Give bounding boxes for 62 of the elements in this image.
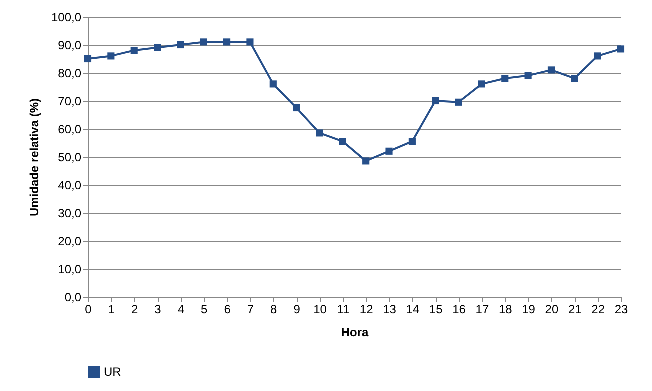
y-tick-label: 30,0 xyxy=(58,206,82,220)
y-tick-label: 50,0 xyxy=(58,150,82,164)
y-tick-label: 0,0 xyxy=(64,290,82,304)
point xyxy=(84,55,92,63)
x-tick-label: 4 xyxy=(178,302,185,316)
x-tick-label: 17 xyxy=(476,302,490,316)
x-tick-label: 3 xyxy=(154,302,162,316)
x-tick-label: 22 xyxy=(592,302,606,316)
x-axis-title: Hora xyxy=(341,326,369,340)
point xyxy=(571,75,578,82)
point xyxy=(386,148,393,155)
point xyxy=(502,75,509,82)
x-tick-label: 13 xyxy=(383,302,397,316)
x-tick-label: 23 xyxy=(614,302,628,316)
point xyxy=(316,130,324,137)
point xyxy=(455,98,462,106)
point xyxy=(594,52,602,60)
point xyxy=(408,138,416,146)
x-tick-label: 10 xyxy=(314,302,328,316)
x-tick-label: 14 xyxy=(406,302,420,316)
x-tick-label: 2 xyxy=(132,302,139,316)
point xyxy=(362,158,370,165)
x-tick-label: 15 xyxy=(429,302,444,316)
y-tick-label: 60,0 xyxy=(58,122,82,136)
y-tick-label: 10,0 xyxy=(58,262,82,276)
point xyxy=(224,38,231,46)
point xyxy=(177,41,184,49)
point xyxy=(108,52,115,60)
x-tick-label: 8 xyxy=(270,302,278,316)
point xyxy=(524,72,532,80)
x-tick-label: 7 xyxy=(247,302,254,316)
y-tick-label: 70,0 xyxy=(58,94,82,108)
x-tick-label: 16 xyxy=(452,302,466,316)
point xyxy=(339,138,346,146)
point xyxy=(432,97,440,105)
point xyxy=(130,47,138,54)
y-tick-label: 80,0 xyxy=(58,66,82,80)
point xyxy=(246,38,254,46)
y-tick-label: 20,0 xyxy=(58,234,82,248)
y-axis-title: Umidade relativa (%) xyxy=(27,98,42,217)
point xyxy=(270,80,277,88)
point xyxy=(154,44,162,52)
point xyxy=(200,38,208,46)
x-tick-label: 5 xyxy=(201,302,208,316)
legend-label: UR xyxy=(104,365,122,379)
y-tick-label: 40,0 xyxy=(58,178,82,192)
x-tick-label: 12 xyxy=(360,302,374,316)
x-tick-label: 9 xyxy=(294,302,301,316)
x-tick-label: 21 xyxy=(568,302,582,316)
x-tick-label: 20 xyxy=(545,302,559,316)
x-tick-label: 0 xyxy=(85,302,92,316)
y-tick-label: 100,0 xyxy=(51,10,82,24)
point xyxy=(617,46,625,53)
x-tick-label: 19 xyxy=(522,302,536,316)
point xyxy=(548,66,556,74)
y-tick-label: 90,0 xyxy=(58,38,82,52)
point xyxy=(293,104,300,112)
x-tick-label: 6 xyxy=(224,302,232,316)
x-tick-label: 11 xyxy=(337,302,350,316)
x-tick-label: 18 xyxy=(498,302,513,316)
point xyxy=(478,80,486,88)
x-tick-label: 1 xyxy=(108,302,116,316)
